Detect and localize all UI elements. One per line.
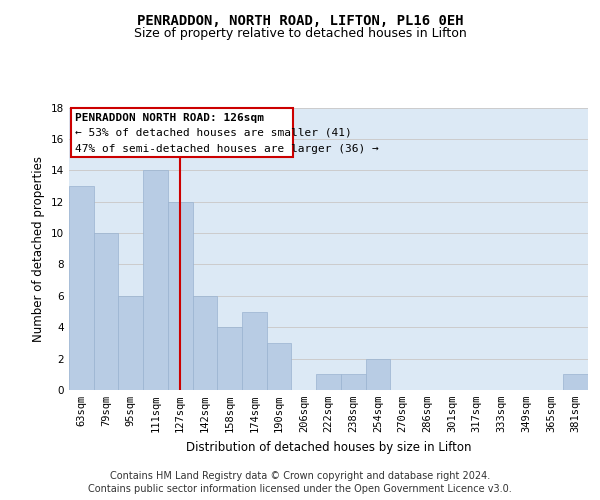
Bar [365,358,390,390]
Bar [118,296,143,390]
Bar [193,296,217,390]
Bar [94,233,118,390]
Text: Contains HM Land Registry data © Crown copyright and database right 2024.: Contains HM Land Registry data © Crown c… [110,471,490,481]
Bar [341,374,365,390]
Bar [242,312,267,390]
Bar [69,186,94,390]
Bar [143,170,168,390]
Bar [267,343,292,390]
Bar [168,202,193,390]
Bar [316,374,341,390]
Y-axis label: Number of detached properties: Number of detached properties [32,156,46,342]
FancyBboxPatch shape [71,108,293,157]
Text: ← 53% of detached houses are smaller (41): ← 53% of detached houses are smaller (41… [74,128,352,138]
Bar [563,374,588,390]
Text: PENRADDON, NORTH ROAD, LIFTON, PL16 0EH: PENRADDON, NORTH ROAD, LIFTON, PL16 0EH [137,14,463,28]
Text: Contains public sector information licensed under the Open Government Licence v3: Contains public sector information licen… [88,484,512,494]
Text: PENRADDON NORTH ROAD: 126sqm: PENRADDON NORTH ROAD: 126sqm [74,113,263,123]
Text: 47% of semi-detached houses are larger (36) →: 47% of semi-detached houses are larger (… [74,144,379,154]
Bar [217,327,242,390]
Text: Size of property relative to detached houses in Lifton: Size of property relative to detached ho… [134,28,466,40]
X-axis label: Distribution of detached houses by size in Lifton: Distribution of detached houses by size … [186,440,471,454]
